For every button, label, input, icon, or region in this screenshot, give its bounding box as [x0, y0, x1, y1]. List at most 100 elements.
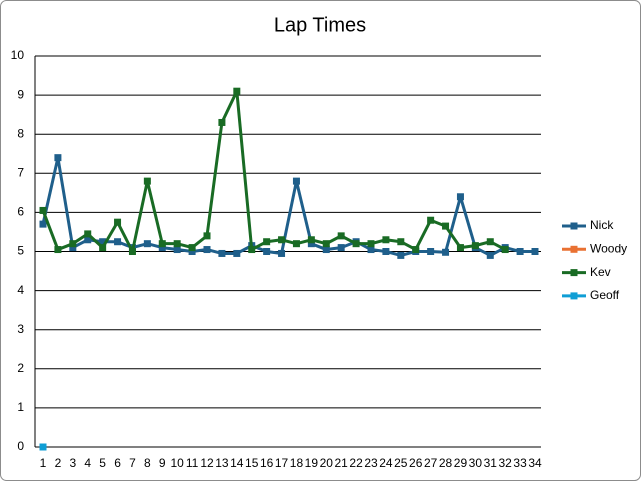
- legend-marker: [570, 222, 578, 230]
- x-tick-label: 22: [349, 456, 363, 470]
- point-marker: [114, 218, 122, 226]
- x-tick-label: 10: [171, 456, 185, 470]
- point-marker: [442, 248, 450, 256]
- x-tick-label: 32: [499, 456, 513, 470]
- x-tick-label: 23: [364, 456, 378, 470]
- x-tick-label: 4: [84, 456, 91, 470]
- y-tick-label: 0: [17, 439, 24, 453]
- x-tick-label: 8: [144, 456, 151, 470]
- point-marker: [173, 246, 181, 254]
- x-tick-label: 14: [230, 456, 244, 470]
- x-tick-label: 33: [513, 456, 527, 470]
- point-marker: [263, 238, 271, 246]
- point-marker: [397, 238, 405, 246]
- y-tick-label: 9: [17, 87, 24, 101]
- point-marker: [307, 240, 315, 248]
- y-tick-label: 5: [17, 244, 24, 258]
- x-tick-label: 7: [129, 456, 136, 470]
- point-marker: [233, 87, 241, 95]
- y-tick-label: 10: [11, 48, 25, 62]
- x-tick-label: 2: [55, 456, 62, 470]
- y-tick-label: 8: [17, 126, 24, 140]
- point-marker: [143, 177, 151, 185]
- y-tick-label: 3: [17, 322, 24, 336]
- legend-marker: [570, 292, 578, 300]
- point-marker: [39, 206, 47, 214]
- x-tick-label: 31: [484, 456, 498, 470]
- point-marker: [39, 443, 47, 451]
- point-marker: [471, 242, 479, 250]
- legend-label: Geoff: [590, 288, 620, 302]
- point-marker: [128, 248, 136, 255]
- x-tick-label: 15: [245, 456, 259, 470]
- x-tick-label: 30: [469, 456, 483, 470]
- point-marker: [292, 177, 300, 185]
- point-marker: [203, 232, 211, 240]
- point-marker: [427, 248, 435, 255]
- x-tick-label: 16: [260, 456, 274, 470]
- x-tick-label: 20: [320, 456, 334, 470]
- x-tick-label: 5: [99, 456, 106, 470]
- x-tick-label: 25: [394, 456, 408, 470]
- point-marker: [486, 238, 494, 246]
- x-tick-label: 18: [290, 456, 304, 470]
- point-marker: [188, 248, 196, 255]
- point-marker: [292, 240, 300, 248]
- y-tick-label: 1: [17, 400, 24, 414]
- point-marker: [501, 246, 509, 254]
- point-marker: [84, 230, 92, 238]
- y-tick-label: 7: [17, 165, 24, 179]
- point-marker: [456, 244, 464, 252]
- point-marker: [456, 193, 464, 201]
- legend-label: Kev: [590, 265, 611, 279]
- legend-marker: [570, 269, 578, 277]
- x-tick-label: 26: [409, 456, 423, 470]
- y-tick-label: 6: [17, 205, 24, 219]
- point-marker: [367, 240, 375, 248]
- point-marker: [263, 248, 271, 255]
- legend-marker: [570, 245, 578, 253]
- x-tick-label: 21: [335, 456, 349, 470]
- point-marker: [114, 238, 122, 246]
- x-tick-label: 11: [186, 456, 199, 470]
- point-marker: [99, 244, 107, 252]
- x-tick-label: 27: [424, 456, 438, 470]
- point-marker: [278, 236, 286, 244]
- y-tick-label: 4: [17, 283, 24, 297]
- point-marker: [352, 240, 360, 248]
- chart-title: Lap Times: [274, 14, 366, 36]
- point-marker: [54, 154, 62, 162]
- point-marker: [84, 236, 92, 244]
- point-marker: [233, 249, 241, 257]
- point-marker: [203, 246, 211, 254]
- point-marker: [382, 248, 390, 255]
- x-tick-label: 13: [215, 456, 229, 470]
- point-marker: [322, 246, 330, 254]
- point-marker: [278, 249, 286, 257]
- point-marker: [218, 118, 226, 126]
- y-tick-label: 2: [17, 361, 24, 375]
- point-marker: [367, 246, 375, 254]
- x-tick-label: 28: [439, 456, 453, 470]
- point-marker: [337, 244, 345, 252]
- point-marker: [69, 244, 77, 252]
- point-marker: [248, 246, 256, 254]
- point-marker: [158, 240, 166, 248]
- point-marker: [69, 240, 77, 248]
- point-marker: [486, 251, 494, 259]
- point-marker: [39, 220, 47, 228]
- x-tick-label: 12: [200, 456, 214, 470]
- point-marker: [54, 246, 62, 254]
- series-line: [41, 89, 506, 253]
- point-marker: [531, 248, 539, 255]
- point-marker: [397, 251, 405, 259]
- point-marker: [337, 232, 345, 240]
- point-marker: [427, 216, 435, 224]
- x-tick-label: 19: [305, 456, 319, 470]
- point-marker: [516, 248, 524, 255]
- x-tick-label: 34: [528, 456, 542, 470]
- x-tick-label: 17: [275, 456, 289, 470]
- point-marker: [173, 240, 181, 248]
